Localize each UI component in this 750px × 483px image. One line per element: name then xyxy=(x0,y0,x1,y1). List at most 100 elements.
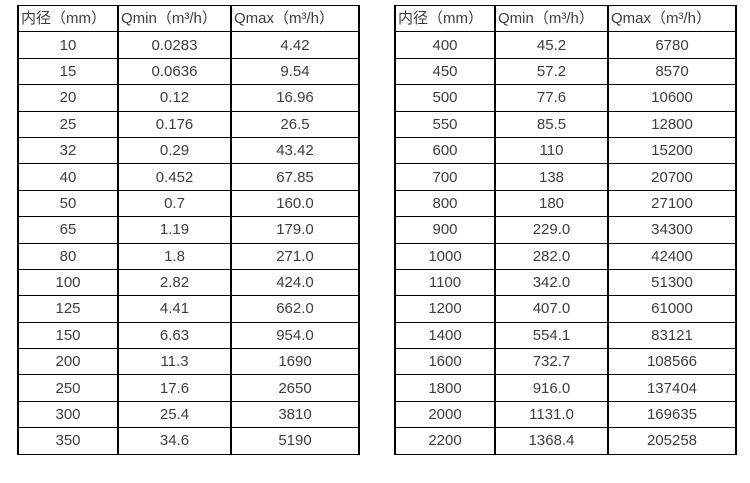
table-row: 150 6.63 954.0 xyxy=(17,321,360,350)
data-cell: 45.2 xyxy=(494,31,609,59)
data-cell: 83121 xyxy=(607,321,737,350)
data-cell: 4.42 xyxy=(230,31,360,59)
table-row: 250 17.6 2650 xyxy=(17,374,360,402)
flow-rate-table-small-diameters: 内径（mm） Qmin（m³/h） Qmax（m³/h） 10 0.0283 4.42 1… xyxy=(17,4,360,455)
data-cell: 25.4 xyxy=(117,400,232,429)
data-cell: 1368.4 xyxy=(494,427,609,455)
data-cell: 77.6 xyxy=(494,84,609,112)
table-row: 900 229.0 34300 xyxy=(394,216,737,244)
data-cell: 12800 xyxy=(607,110,737,138)
data-cell: 0.7 xyxy=(117,189,232,218)
data-cell: 110 xyxy=(494,136,609,165)
data-cell: 5190 xyxy=(230,427,360,455)
data-cell: 34.6 xyxy=(117,427,232,455)
data-cell: 200 xyxy=(17,348,119,376)
data-cell: 169635 xyxy=(607,400,737,429)
table-body: 10 0.0283 4.42 15 0.0636 9.54 20 0.12 16.96 25 0.1… xyxy=(17,31,360,455)
data-cell: 1.8 xyxy=(117,242,232,270)
data-cell: 554.1 xyxy=(494,321,609,350)
table-row: 1000 282.0 42400 xyxy=(394,242,737,270)
data-cell: 0.176 xyxy=(117,110,232,138)
data-cell: 2200 xyxy=(394,427,496,455)
table-row: 15 0.0636 9.54 xyxy=(17,57,360,86)
data-cell: 1131.0 xyxy=(494,400,609,429)
data-cell: 108566 xyxy=(607,348,737,376)
data-cell: 450 xyxy=(394,57,496,86)
data-cell: 15200 xyxy=(607,136,737,165)
data-cell: 282.0 xyxy=(494,242,609,270)
table-row: 80 1.8 271.0 xyxy=(17,242,360,270)
data-cell: 550 xyxy=(394,110,496,138)
header-row: 内径（mm） Qmin（m³/h） Qmax（m³/h） xyxy=(17,4,360,33)
data-cell: 342.0 xyxy=(494,268,609,297)
data-cell: 205258 xyxy=(607,427,737,455)
data-cell: 61000 xyxy=(607,295,737,323)
data-cell: 271.0 xyxy=(230,242,360,270)
data-cell: 229.0 xyxy=(494,216,609,244)
table-row: 1100 342.0 51300 xyxy=(394,268,737,297)
data-cell: 15 xyxy=(17,57,119,86)
table-row: 350 34.6 5190 xyxy=(17,427,360,455)
table-row: 125 4.41 662.0 xyxy=(17,295,360,323)
data-cell: 1400 xyxy=(394,321,496,350)
header-row: 内径（mm） Qmin（m³/h） Qmax（m³/h） xyxy=(394,4,737,33)
data-cell: 10 xyxy=(17,31,119,59)
table-row: 1200 407.0 61000 xyxy=(394,295,737,323)
data-cell: 51300 xyxy=(607,268,737,297)
header-cell: 内径（mm） xyxy=(17,4,119,33)
data-cell: 1000 xyxy=(394,242,496,270)
data-cell: 1800 xyxy=(394,374,496,402)
table-row: 100 2.82 424.0 xyxy=(17,268,360,297)
data-cell: 10600 xyxy=(607,84,737,112)
data-cell: 20700 xyxy=(607,163,737,191)
table-row: 500 77.6 10600 xyxy=(394,84,737,112)
data-cell: 42400 xyxy=(607,242,737,270)
data-cell: 300 xyxy=(17,400,119,429)
data-cell: 400 xyxy=(394,31,496,59)
data-cell: 2000 xyxy=(394,400,496,429)
header-cell: Qmax（m³/h） xyxy=(607,4,737,33)
data-cell: 17.6 xyxy=(117,374,232,402)
table-row: 400 45.2 6780 xyxy=(394,31,737,59)
data-cell: 4.41 xyxy=(117,295,232,323)
data-cell: 137404 xyxy=(607,374,737,402)
data-cell: 6780 xyxy=(607,31,737,59)
data-cell: 900 xyxy=(394,216,496,244)
data-cell: 8570 xyxy=(607,57,737,86)
data-cell: 0.12 xyxy=(117,84,232,112)
data-cell: 407.0 xyxy=(494,295,609,323)
table-row: 50 0.7 160.0 xyxy=(17,189,360,218)
table-row: 550 85.5 12800 xyxy=(394,110,737,138)
data-cell: 20 xyxy=(17,84,119,112)
data-cell: 916.0 xyxy=(494,374,609,402)
data-cell: 800 xyxy=(394,189,496,218)
table-row: 300 25.4 3810 xyxy=(17,400,360,429)
data-cell: 0.29 xyxy=(117,136,232,165)
header-cell: 内径（mm） xyxy=(394,4,496,33)
data-cell: 27100 xyxy=(607,189,737,218)
data-cell: 1100 xyxy=(394,268,496,297)
data-cell: 1690 xyxy=(230,348,360,376)
data-cell: 700 xyxy=(394,163,496,191)
data-cell: 43.42 xyxy=(230,136,360,165)
data-cell: 1600 xyxy=(394,348,496,376)
table-row: 2000 1131.0 169635 xyxy=(394,400,737,429)
data-cell: 65 xyxy=(17,216,119,244)
data-cell: 662.0 xyxy=(230,295,360,323)
table-row: 200 11.3 1690 xyxy=(17,348,360,376)
table-row: 600 110 15200 xyxy=(394,136,737,165)
table-body: 400 45.2 6780 450 57.2 8570 500 77.6 10600 550 85.… xyxy=(394,31,737,455)
table-header: 内径（mm） Qmin（m³/h） Qmax（m³/h） xyxy=(17,4,360,33)
data-cell: 179.0 xyxy=(230,216,360,244)
table-row: 1400 554.1 83121 xyxy=(394,321,737,350)
data-cell: 150 xyxy=(17,321,119,350)
data-cell: 0.0283 xyxy=(117,31,232,59)
header-cell: Qmin（m³/h） xyxy=(117,4,232,33)
data-cell: 25 xyxy=(17,110,119,138)
table-row: 2200 1368.4 205258 xyxy=(394,427,737,455)
data-cell: 80 xyxy=(17,242,119,270)
data-cell: 34300 xyxy=(607,216,737,244)
data-cell: 500 xyxy=(394,84,496,112)
data-cell: 250 xyxy=(17,374,119,402)
data-cell: 732.7 xyxy=(494,348,609,376)
